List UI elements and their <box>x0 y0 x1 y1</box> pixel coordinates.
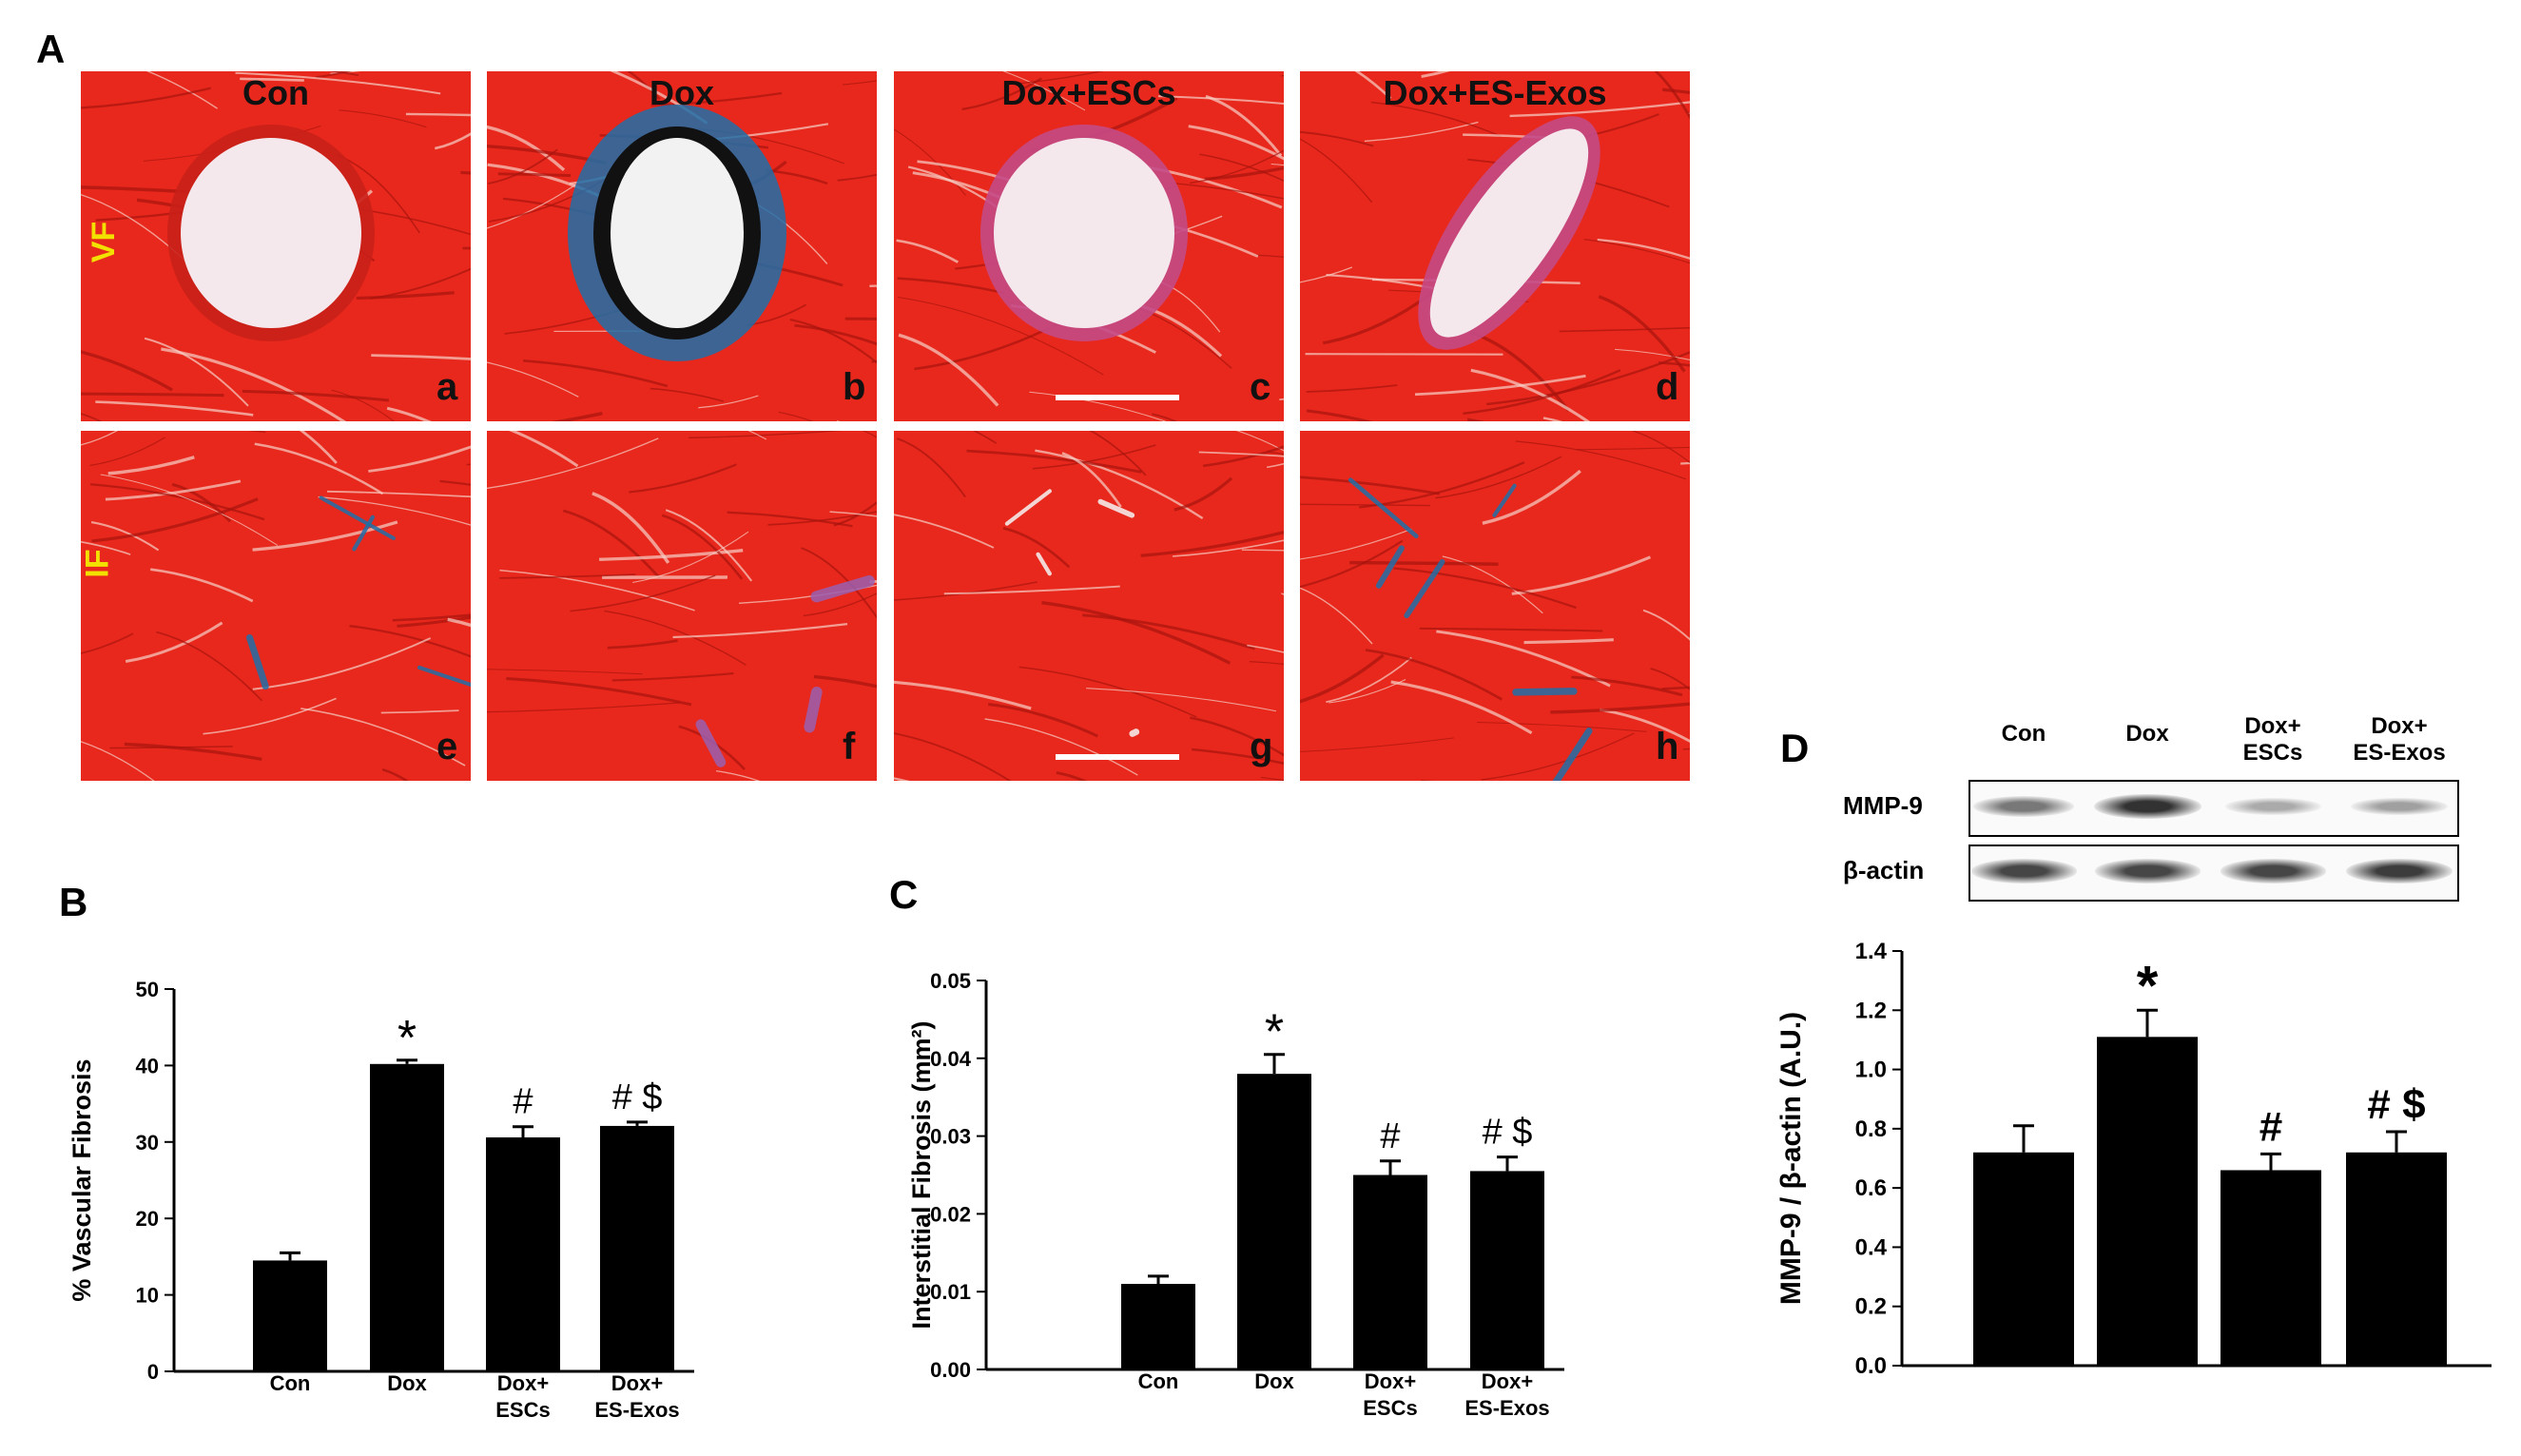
x-tick-label: ESCs <box>1363 1396 1417 1420</box>
micrograph-a <box>81 71 471 421</box>
significance-marker: # $ <box>612 1077 663 1117</box>
y-tick-label: 0.03 <box>930 1125 971 1149</box>
micrograph-letter-h: h <box>1656 726 1679 767</box>
y-tick-label: 0.02 <box>930 1202 971 1226</box>
y-tick-label: 0.01 <box>930 1280 971 1304</box>
y-tick-label: 0.8 <box>1855 1116 1887 1142</box>
bar <box>1973 1152 2074 1366</box>
micrograph-h <box>1300 431 1690 781</box>
blot-band <box>2093 793 2201 820</box>
bar <box>1353 1175 1427 1369</box>
x-tick-label: Con <box>270 1371 311 1395</box>
blot-lane-label: Con <box>2001 721 2046 747</box>
blot-band <box>2346 859 2453 883</box>
significance-marker: # <box>2259 1103 2282 1150</box>
micrograph-letter-a: a <box>436 366 458 408</box>
row-tag-if: IF <box>79 549 116 578</box>
micrograph-e <box>81 431 471 781</box>
chart-vascular-fibrosis: 0 10 20 30 40 50 % Vascular Fibrosis Con * Dox # Do… <box>68 978 694 1422</box>
y-tick-label: 10 <box>136 1284 159 1308</box>
bar <box>1121 1284 1195 1369</box>
micrograph-letter-d: d <box>1656 366 1679 408</box>
y-tick-label: 1.4 <box>1855 939 1888 964</box>
micrograph-group-label: Dox+ESCs <box>1001 73 1176 112</box>
panel-label-b: B <box>59 880 88 924</box>
micrograph-group-label: Con <box>242 73 309 112</box>
blot-band <box>2220 859 2326 883</box>
y-axis-label: Interstitial Fibrosis (mm²) <box>907 1020 936 1329</box>
bar <box>1237 1074 1311 1369</box>
bar <box>2346 1152 2447 1366</box>
bar <box>486 1136 560 1371</box>
x-tick-label: Dox <box>387 1371 427 1395</box>
bar <box>2220 1170 2321 1366</box>
micrograph-group-label: Dox <box>649 73 714 112</box>
row-tag-vf: VF <box>86 221 123 263</box>
y-tick-label: 1.0 <box>1855 1058 1887 1083</box>
bar <box>370 1063 444 1371</box>
x-tick-label: Dox <box>1254 1369 1294 1393</box>
significance-marker: # $ <box>1483 1113 1533 1153</box>
y-tick-label: 0.04 <box>930 1047 972 1071</box>
micrograph-letter-c: c <box>1250 366 1271 408</box>
y-tick-label: 0.2 <box>1855 1294 1887 1320</box>
chart-interstitial-fibrosis: 0.00 0.01 0.02 0.03 0.04 0.05 Interstitial Fib… <box>907 969 1564 1420</box>
micrograph-group-label: Dox+ES-Exos <box>1383 73 1607 112</box>
micrograph-f <box>487 431 877 781</box>
y-tick-label: 30 <box>136 1131 159 1155</box>
x-tick-label: ESCs <box>495 1398 550 1422</box>
blot-lane-label: Dox <box>2125 721 2169 747</box>
panel-label-a: A <box>36 27 66 71</box>
x-tick-label: Dox+ <box>611 1371 663 1395</box>
significance-marker: # <box>513 1082 533 1122</box>
x-tick-label: Dox+ <box>1365 1369 1416 1393</box>
y-axis-label: % Vascular Fibrosis <box>68 1058 96 1301</box>
blot-band <box>1970 859 2077 883</box>
blot-band <box>2351 797 2448 816</box>
micrograph-d <box>1300 71 1690 421</box>
y-tick-label: 0.6 <box>1855 1175 1887 1201</box>
significance-marker: # $ <box>2367 1081 2425 1128</box>
bar <box>2097 1037 2198 1366</box>
x-tick-label: Dox+ <box>497 1371 549 1395</box>
micrograph-letter-b: b <box>843 366 866 408</box>
micrograph-letter-f: f <box>843 726 856 767</box>
y-tick-label: 40 <box>136 1054 159 1077</box>
x-tick-label: Dox+ <box>1482 1369 1533 1393</box>
y-tick-label: 0.00 <box>930 1358 971 1382</box>
micrograph-g <box>894 431 1284 781</box>
blot-row-label: β-actin <box>1843 856 1925 884</box>
bar <box>253 1260 327 1371</box>
x-tick-label: ES-Exos <box>1464 1396 1549 1420</box>
chart-mmp9-ratio: 0.0 0.2 0.4 0.6 0.8 1.0 1.2 1.4 MMP-9 / β-actin … <box>1775 939 2492 1379</box>
micrograph-c <box>894 71 1284 421</box>
blot-lane-label: Dox+ ESCs <box>2242 713 2303 766</box>
significance-marker: * <box>398 1011 417 1066</box>
micrograph-letter-g: g <box>1250 726 1273 767</box>
y-tick-label: 20 <box>136 1207 159 1231</box>
blot-band <box>2094 859 2201 883</box>
bar <box>1470 1171 1544 1369</box>
x-tick-label: ES-Exos <box>594 1398 679 1422</box>
significance-marker: * <box>1265 1005 1284 1060</box>
x-tick-label: Con <box>1138 1369 1179 1393</box>
y-tick-label: 0 <box>147 1360 159 1384</box>
panel-label-d: D <box>1780 726 1810 770</box>
micrograph-b <box>487 71 877 421</box>
blot-band <box>2224 797 2321 816</box>
y-tick-label: 0.4 <box>1855 1234 1888 1260</box>
panel-label-c: C <box>889 872 919 917</box>
y-tick-label: 0.0 <box>1855 1353 1887 1379</box>
bar <box>600 1125 674 1371</box>
blot-lane-label: Dox+ ES-Exos <box>2353 713 2446 766</box>
blot-band <box>1973 796 2074 817</box>
y-tick-label: 0.05 <box>930 969 971 993</box>
significance-marker: * <box>2137 955 2159 1017</box>
significance-marker: # <box>1380 1116 1400 1156</box>
y-tick-label: 1.2 <box>1855 998 1887 1023</box>
micrograph-letter-e: e <box>436 726 458 767</box>
blot-row-label: MMP-9 <box>1843 791 1923 820</box>
y-tick-label: 50 <box>136 978 159 1001</box>
y-axis-label: MMP-9 / β-actin (A.U.) <box>1775 1012 1807 1305</box>
